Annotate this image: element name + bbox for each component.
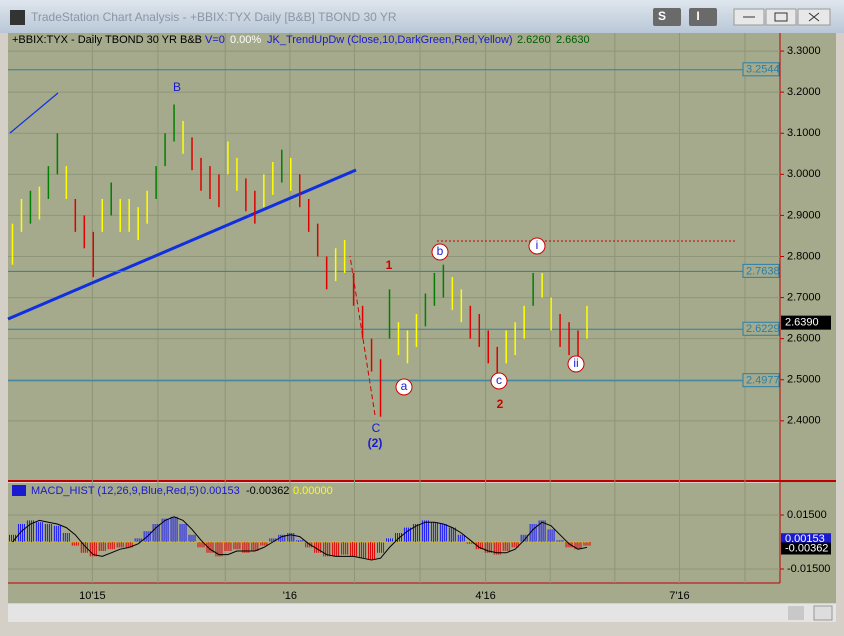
x-tick-label: 7'16 (669, 590, 689, 602)
scroll-thumb[interactable] (788, 606, 804, 620)
y-tick-label: -0.01500 (787, 563, 830, 575)
y-tick-label: 2.9000 (787, 209, 821, 221)
wave-label: 1 (386, 258, 393, 272)
y-tick-label: 2.4000 (787, 415, 821, 427)
window-title: TradeStation Chart Analysis - +BBIX:TYX … (31, 10, 397, 24)
y-tick-label: 0.01500 (787, 509, 827, 521)
header-change: 0.00% (230, 34, 261, 46)
wave-label: b (437, 244, 444, 258)
wave-circle (528, 237, 546, 255)
trend-line (7, 168, 357, 321)
y-tick-label: 3.3000 (787, 45, 821, 57)
y-tick-label: 2.7000 (787, 291, 821, 303)
y-tick-label: 3.2000 (787, 86, 821, 98)
trend-line (9, 92, 59, 134)
macd-value: 0.00153 (200, 485, 240, 497)
app-icon (10, 10, 25, 25)
level-label: 3.2544 (746, 64, 780, 76)
macd-header: MACD_HIST (12,26,9,Blue,Red,5) 0.00153 -… (31, 485, 333, 497)
s-button[interactable] (653, 8, 681, 26)
wave-label: (2) (368, 436, 383, 450)
scroll-button[interactable] (813, 605, 833, 621)
macd-panel (8, 483, 780, 583)
value-box-label: -0.00362 (785, 542, 828, 554)
wave-label: a (401, 379, 408, 393)
level-box (742, 263, 780, 278)
s-button-label: S (658, 9, 666, 23)
x-axis-area (8, 583, 836, 603)
wave-label: i (536, 238, 539, 252)
y-tick-label: 3.0000 (787, 168, 821, 180)
macd-icon (12, 485, 26, 496)
level-label: 2.4977 (746, 375, 780, 387)
wave-label: 2 (497, 397, 504, 411)
wave-circle (431, 243, 449, 261)
y-tick-label: 2.5000 (787, 374, 821, 386)
wave-circle (567, 355, 585, 373)
i-button-label: I (696, 9, 699, 23)
wave-circle (395, 378, 413, 396)
annotations: B 1 C (2) a b c 2 i ii (173, 80, 585, 450)
price-header: +BBIX:TYX - Daily TBOND 30 YR B&B V=0 0.… (12, 34, 590, 46)
signal-line (12, 516, 588, 561)
maximize-button[interactable] (765, 8, 797, 26)
value-box (781, 542, 831, 555)
header-value: 2.6260 (517, 34, 551, 46)
y-tick-label: 2.6000 (787, 333, 821, 345)
wave-label: C (372, 421, 381, 435)
level-box (742, 62, 780, 77)
wave-label: B (173, 80, 181, 94)
last-price-box (781, 315, 831, 330)
level-label: 2.6229 (746, 323, 780, 335)
header-volume: V=0 (205, 34, 225, 46)
y-tick-label: 2.8000 (787, 250, 821, 262)
level-box (742, 321, 780, 336)
macd-value: -0.00362 (246, 485, 289, 497)
grid (8, 33, 780, 583)
wave-label: ii (573, 356, 578, 370)
header-symbol: +BBIX:TYX - Daily TBOND 30 YR B&B (12, 34, 202, 46)
x-tick-label: 10'15 (79, 590, 106, 602)
scrollbar[interactable] (8, 604, 836, 622)
level-label: 2.7638 (746, 265, 780, 277)
y-axis-area (780, 33, 836, 583)
macd-name: MACD_HIST (12,26,9,Blue,Red,5) (31, 485, 199, 497)
value-box-label: 0.00153 (785, 533, 825, 545)
y-tick-label: 3.1000 (787, 127, 821, 139)
level-box (742, 373, 780, 388)
last-price-label: 2.6390 (785, 317, 819, 329)
x-tick-label: 4'16 (475, 590, 495, 602)
header-value: 2.6630 (556, 34, 590, 46)
wave-circle (490, 372, 508, 390)
value-box (781, 533, 831, 546)
x-tick-label: '16 (283, 590, 297, 602)
window-icons (743, 12, 820, 22)
header-indicator: JK_TrendUpDw (Close,10,DarkGreen,Red,Yel… (267, 34, 513, 46)
i-button[interactable] (689, 8, 717, 26)
wave-label: c (496, 373, 502, 387)
macd-value: 0.00000 (293, 485, 333, 497)
plot: 3.2544 2.7638 2.6229 2.4977 (7, 62, 780, 561)
